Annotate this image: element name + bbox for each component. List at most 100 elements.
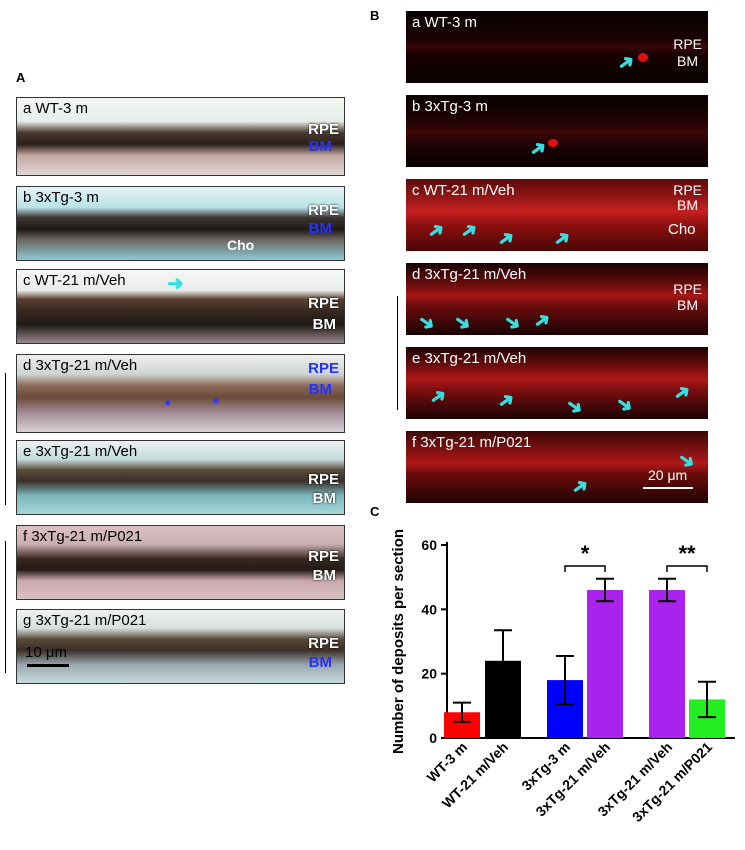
bm-label: BM [312, 567, 336, 584]
bm-label: BM [677, 53, 698, 69]
rpe-label: RPE [308, 635, 339, 652]
histology-panel-c: c WT-21 m/Veh ➜ RPE BM [16, 269, 345, 344]
histology-panel-d-title: d 3xTg-21 m/Veh [23, 357, 138, 374]
arrow-icon: ➜ [449, 309, 476, 335]
fluorescence-panel-d: d 3xTg-21 m/Veh RPE BM ➜ ➜ ➜ ➜ [406, 263, 708, 335]
x-tick-label: 3xTg-3 m [518, 739, 573, 794]
significance-bracket [666, 565, 708, 572]
fluorescence-panel-b-title: b 3xTg-3 m [412, 98, 488, 115]
rpe-label: RPE [308, 360, 339, 377]
rpe-label: RPE [308, 471, 339, 488]
fluorescence-panel-a-title: a WT-3 m [412, 14, 478, 31]
x-tick-label: WT-3 m [424, 739, 471, 786]
scale-bar-label: 10 μm [25, 644, 67, 661]
fluorescence-panel-a: a WT-3 m RPE BM ➜ [406, 11, 708, 83]
x-tick-label: 3xTg-21 m/Veh [594, 739, 675, 820]
panel-a-label: A [16, 70, 26, 85]
scale-bar [643, 487, 693, 489]
histology-panel-g-title: g 3xTg-21 m/P021 [23, 612, 147, 629]
y-tick-label: 60 [421, 537, 437, 553]
group-bracket [397, 296, 398, 410]
arrow-icon: ➜ [529, 307, 556, 335]
arrow-icon: ➜ [456, 217, 483, 245]
histology-panel-b-title: b 3xTg-3 m [23, 189, 99, 206]
fluorescence-panel-e-title: e 3xTg-21 m/Veh [412, 350, 527, 367]
rpe-label: RPE [673, 36, 702, 52]
choroid-label: Cho [227, 237, 255, 253]
bm-label: BM [312, 490, 336, 507]
rpe-label: RPE [673, 281, 702, 297]
histology-panel-f-title: f 3xTg-21 m/P021 [23, 528, 143, 545]
bar [649, 590, 685, 738]
histology-panel-f: f 3xTg-21 m/P021 RPE BM [16, 525, 345, 600]
rpe-label: RPE [673, 182, 702, 198]
bar [689, 699, 725, 738]
histology-panel-a: a WT-3 m RPE BM [16, 97, 345, 176]
y-tick-label: 40 [421, 601, 437, 617]
x-tick-label: 3xTg-21 m/Veh [532, 739, 613, 820]
histology-panel-e-title: e 3xTg-21 m/Veh [23, 443, 138, 460]
bar [547, 680, 583, 738]
group-bracket [5, 373, 6, 505]
arrow-icon: ➜ [561, 393, 588, 419]
rpe-label: RPE [308, 121, 339, 138]
group-bracket [5, 541, 6, 673]
deposit-dot [638, 53, 648, 62]
scale-bar-label: 20 μm [648, 467, 688, 483]
y-tick-label: 0 [429, 730, 437, 746]
arrow-icon: ➜ [167, 273, 184, 295]
arrow-icon: ➜ [567, 473, 594, 501]
arrow-icon: ➜ [613, 49, 640, 77]
deposit-marker: * [213, 395, 219, 412]
fluorescence-panel-d-title: d 3xTg-21 m/Veh [412, 266, 527, 283]
arrow-icon: ➜ [423, 217, 450, 245]
histology-panel-g: g 3xTg-21 m/P021 RPE BM 10 μm [16, 609, 345, 684]
fluorescence-panel-c-title: c WT-21 m/Veh [412, 182, 515, 199]
arrow-icon: ➜ [425, 383, 452, 411]
arrow-icon: ➜ [611, 391, 638, 419]
arrow-icon: ➜ [493, 225, 520, 251]
arrow-icon: ➜ [413, 309, 440, 335]
arrow-icon: ➜ [669, 379, 696, 407]
deposit-dot [548, 139, 558, 147]
significance-bracket [564, 565, 606, 572]
arrow-icon: ➜ [493, 387, 520, 415]
rpe-label: RPE [308, 202, 339, 219]
fluorescence-panel-b: b 3xTg-3 m ➜ [406, 95, 708, 167]
significance-label: * [581, 541, 590, 566]
deposit-marker: * [165, 397, 171, 414]
fluorescence-panel-f: f 3xTg-21 m/P021 ➜ ➜ 20 μm [406, 431, 708, 503]
y-tick-label: 20 [421, 666, 437, 682]
histology-panel-a-title: a WT-3 m [23, 100, 89, 117]
bm-label: BM [677, 197, 698, 213]
rpe-label: RPE [308, 548, 339, 565]
arrow-icon: ➜ [525, 135, 552, 163]
arrow-icon: ➜ [549, 225, 576, 251]
choroid-label: Cho [668, 221, 696, 238]
histology-panel-b: b 3xTg-3 m RPE BM Cho [16, 186, 345, 261]
bm-label: BM [677, 297, 698, 313]
bm-label: BM [308, 138, 332, 155]
arrow-icon: ➜ [499, 309, 526, 335]
histology-panel-c-title: c WT-21 m/Veh [23, 272, 126, 289]
bm-label: BM [308, 654, 332, 671]
fluorescence-panel-c: c WT-21 m/Veh RPE BM Cho ➜ ➜ ➜ ➜ [406, 179, 708, 251]
panel-b-label: B [370, 8, 380, 23]
bm-label: BM [308, 381, 332, 398]
bar [485, 660, 521, 738]
rpe-label: RPE [308, 295, 339, 312]
fluorescence-panel-f-title: f 3xTg-21 m/P021 [412, 434, 532, 451]
fluorescence-panel-e: e 3xTg-21 m/Veh ➜ ➜ ➜ ➜ ➜ [406, 347, 708, 419]
histology-panel-d: d 3xTg-21 m/Veh RPE BM * * [16, 354, 345, 433]
bm-label: BM [312, 316, 336, 333]
significance-label: ** [678, 541, 696, 566]
scale-bar [27, 664, 69, 667]
x-tick-label: 3xTg-21 m/P021 [629, 739, 715, 825]
bar [587, 590, 623, 738]
panel-c-label: C [370, 504, 380, 519]
bar [444, 712, 480, 738]
y-axis-label: Number of deposits per section [390, 529, 407, 754]
histology-panel-e: e 3xTg-21 m/Veh RPE BM [16, 440, 345, 515]
x-tick-label: WT-21 m/Veh [439, 739, 511, 811]
bm-label: BM [308, 220, 332, 237]
